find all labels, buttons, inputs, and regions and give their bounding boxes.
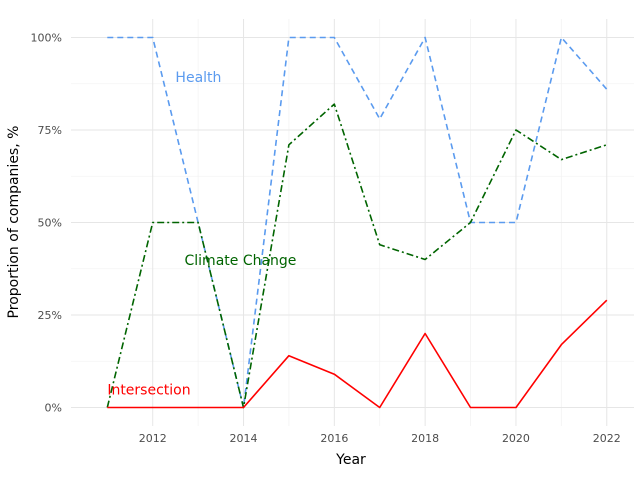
x-tick-label: 2022 (593, 432, 621, 445)
y-tick-label: 0% (45, 402, 62, 415)
series-label-climate-change: Climate Change (185, 253, 297, 269)
x-tick-label: 2016 (320, 432, 348, 445)
y-tick-label: 25% (38, 309, 62, 322)
y-axis: 0% 25% 50% 75% 100% (31, 32, 62, 415)
series-line-climate-change (106, 103, 608, 409)
x-tick-label: 2014 (230, 432, 258, 445)
series-line-health (107, 36, 608, 409)
series-label-intersection: Intersection (107, 383, 190, 399)
x-axis-title: Year (335, 452, 366, 468)
series-labels: Health Climate Change Intersection (107, 70, 296, 399)
y-axis-title: Proportion of companies, % (6, 126, 22, 319)
grid (71, 19, 634, 426)
y-tick-label: 75% (38, 124, 62, 137)
x-tick-label: 2018 (411, 432, 439, 445)
x-tick-label: 2012 (139, 432, 167, 445)
y-tick-label: 50% (38, 217, 62, 230)
x-axis: 2012 2014 2016 2018 2020 2022 (139, 432, 621, 445)
series-line-intersection (107, 299, 608, 409)
series-lines (106, 36, 608, 409)
y-tick-label: 100% (31, 32, 62, 45)
series-label-health: Health (175, 70, 221, 86)
x-tick-label: 2020 (502, 432, 530, 445)
